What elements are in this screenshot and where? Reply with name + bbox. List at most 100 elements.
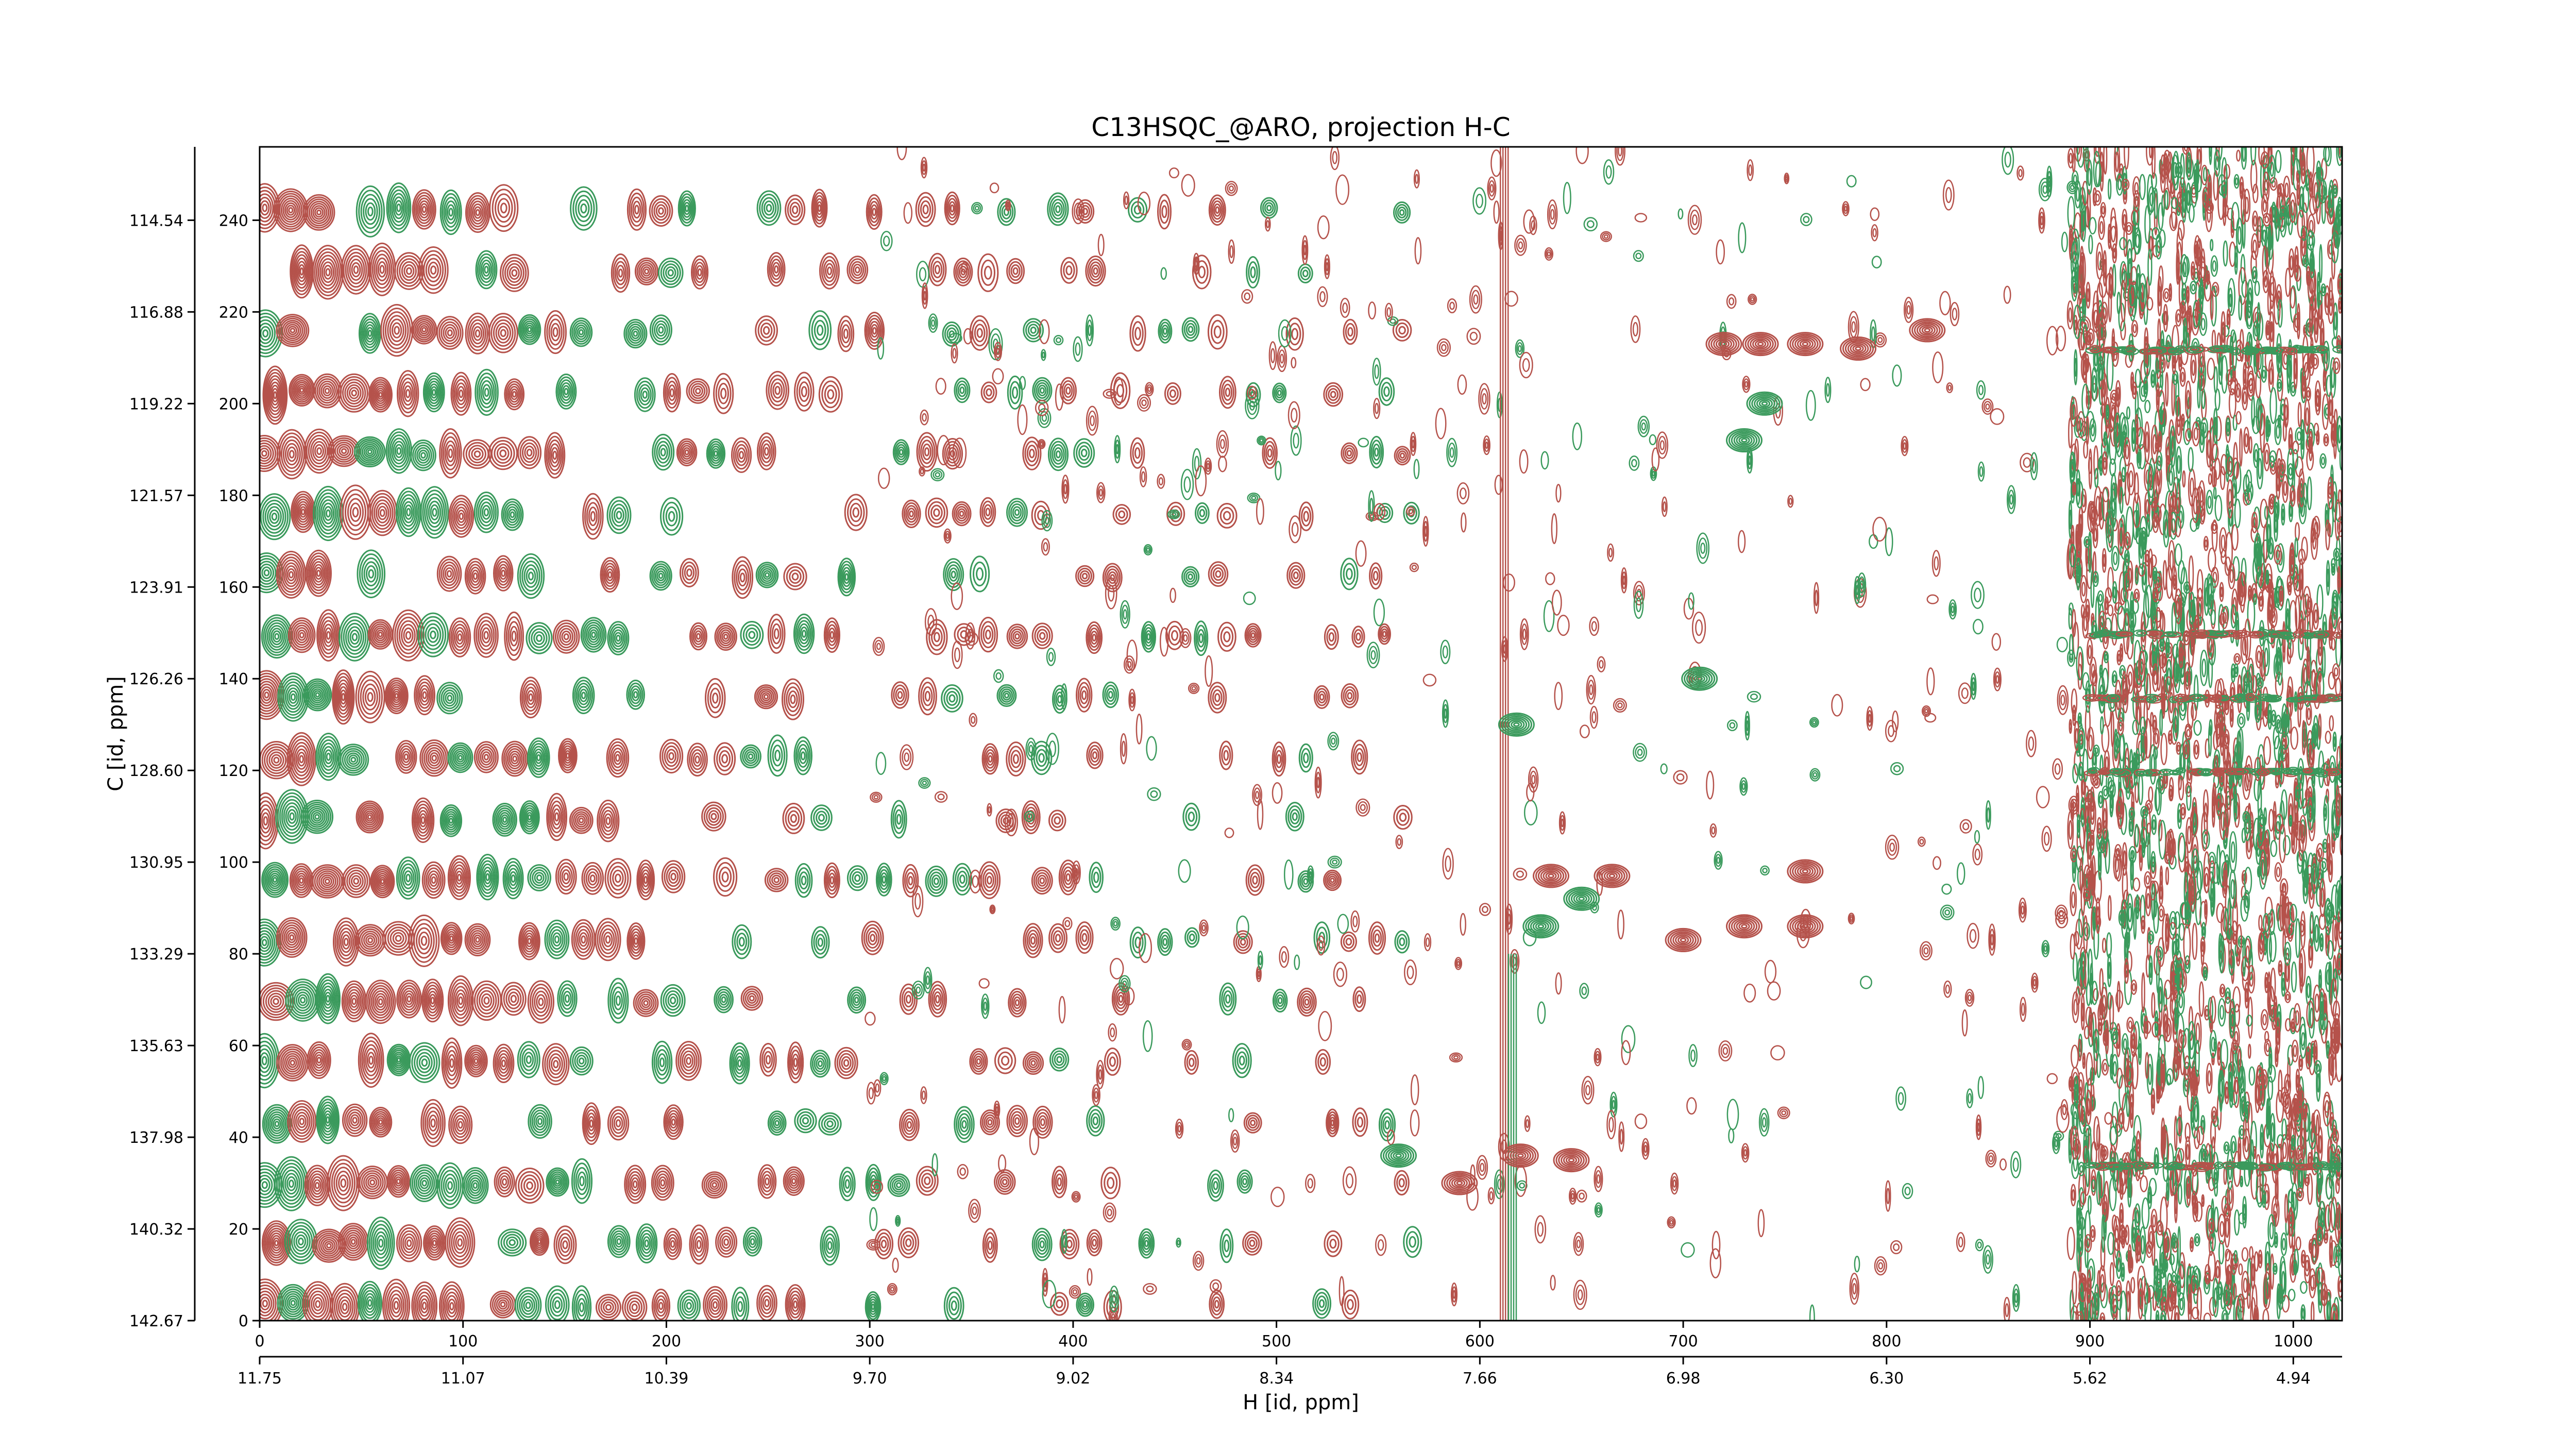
band-contour xyxy=(274,1240,279,1246)
noise-contour xyxy=(1317,215,1330,240)
band-contour xyxy=(345,986,364,1017)
band-contour xyxy=(918,1169,936,1192)
band-contour xyxy=(526,622,553,654)
band-contour xyxy=(438,1166,462,1205)
noise-contour xyxy=(2042,185,2048,194)
band-contour xyxy=(822,1229,838,1262)
band-contour xyxy=(504,861,522,896)
band-contour xyxy=(337,1296,352,1318)
band-contour xyxy=(1132,442,1143,464)
band-contour xyxy=(544,1046,568,1082)
band-contour xyxy=(432,508,437,517)
band-contour xyxy=(483,508,489,517)
noise-contour xyxy=(1589,616,1600,636)
band-contour xyxy=(262,499,286,534)
noise-contour xyxy=(1042,1279,1057,1308)
water-noise-contour xyxy=(2130,1277,2136,1294)
band-contour xyxy=(791,572,799,581)
band-contour xyxy=(421,1179,428,1187)
band-contour xyxy=(274,1121,280,1127)
band-contour xyxy=(943,1287,964,1321)
band-contour xyxy=(451,1227,469,1258)
band-contour xyxy=(935,994,940,1004)
noise-contour xyxy=(1290,425,1302,456)
band-contour xyxy=(1221,986,1235,1012)
band-contour xyxy=(1352,1107,1368,1137)
band-contour xyxy=(531,1109,549,1134)
band-contour xyxy=(959,511,964,517)
band-contour xyxy=(384,1282,409,1321)
band-contour xyxy=(1343,563,1356,585)
band-contour xyxy=(933,991,942,1007)
band-contour xyxy=(916,432,938,472)
band-contour xyxy=(685,205,689,212)
band-contour xyxy=(319,739,338,774)
band-contour xyxy=(489,184,519,232)
noise-contour xyxy=(868,1240,878,1249)
band-contour xyxy=(1039,877,1045,884)
band-contour xyxy=(449,978,472,1023)
band-contour xyxy=(1210,1293,1223,1315)
band-contour xyxy=(519,556,543,596)
band-contour xyxy=(789,1294,801,1315)
noise-contour xyxy=(896,147,907,160)
noise-contour xyxy=(1342,1166,1357,1195)
noise-contour xyxy=(1336,967,1344,981)
noise-contour xyxy=(1557,615,1570,636)
band-contour xyxy=(824,384,837,404)
noise-contour xyxy=(933,470,943,480)
noise-contour xyxy=(1456,482,1470,504)
band-contour xyxy=(430,997,435,1005)
band-contour xyxy=(631,1303,638,1311)
noise-contour xyxy=(1931,550,1941,577)
band-contour xyxy=(396,204,401,212)
band-contour xyxy=(801,875,807,886)
band-contour xyxy=(849,989,865,1011)
band-contour xyxy=(882,875,887,884)
noise-contour xyxy=(1340,297,1350,318)
band-contour xyxy=(361,1287,379,1319)
noise-contour xyxy=(1747,690,1761,703)
noise-contour xyxy=(1737,530,1746,553)
band-contour xyxy=(279,1286,308,1320)
band-contour xyxy=(313,1179,321,1192)
noise-contour xyxy=(974,206,979,211)
band-contour xyxy=(903,1115,916,1135)
noise-contour xyxy=(1977,1122,1980,1132)
band-contour xyxy=(382,1278,411,1321)
noise-contour xyxy=(1596,1053,1600,1061)
noise-contour xyxy=(1522,358,1530,372)
noise-contour xyxy=(1743,1149,1748,1157)
band-contour xyxy=(1030,326,1037,334)
water-noise-contour xyxy=(2229,831,2238,873)
noise-contour xyxy=(1386,307,1392,317)
noise-contour xyxy=(1904,1187,1911,1195)
band-contour xyxy=(1327,1111,1338,1135)
band-contour xyxy=(308,434,331,468)
band-contour xyxy=(564,994,570,1003)
noise-contour xyxy=(2010,1151,2022,1178)
band-contour xyxy=(897,1227,920,1258)
band-contour xyxy=(735,1056,744,1071)
band-contour xyxy=(791,1178,796,1185)
band-contour xyxy=(948,694,956,703)
band-contour xyxy=(1085,255,1106,287)
band-contour xyxy=(421,1058,428,1067)
band-contour xyxy=(284,1293,301,1313)
band-contour xyxy=(909,510,914,517)
band-contour xyxy=(280,197,301,223)
noise-contour xyxy=(1902,1183,1913,1200)
band-contour xyxy=(668,511,675,522)
band-contour xyxy=(342,1303,348,1311)
band-contour xyxy=(721,996,726,1003)
water-noise-contour xyxy=(2088,448,2093,490)
band-contour xyxy=(396,1224,422,1262)
band-contour xyxy=(364,1293,376,1313)
noise-contour xyxy=(1043,542,1048,552)
noise-contour xyxy=(1785,176,1788,181)
noise-contour xyxy=(1141,399,1147,407)
noise-contour xyxy=(1373,598,1385,627)
band-contour xyxy=(759,1043,777,1077)
band-contour xyxy=(1274,991,1286,1010)
band-contour xyxy=(1398,326,1406,335)
